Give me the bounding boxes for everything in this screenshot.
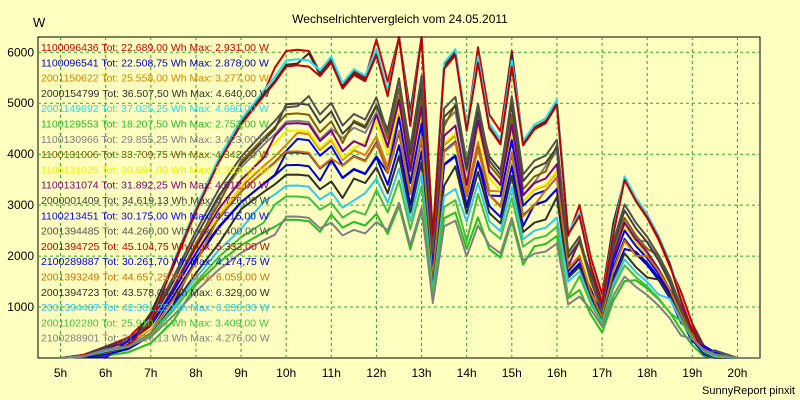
series-line: [60, 167, 760, 359]
x-tick-label: 7h: [144, 366, 157, 380]
legend: 1100096436 Tot: 22.689,00 Wh Max: 2.931,…: [41, 42, 270, 345]
x-tick-label: 11h: [322, 366, 341, 380]
series-line: [60, 75, 760, 359]
x-tick-label: 20h: [727, 366, 747, 380]
series-line: [60, 155, 760, 359]
legend-entry: 2000154799 Tot: 36.507,50 Wh Max: 4.640,…: [41, 88, 270, 100]
legend-entry: 2001394725 Tot: 45.104,75 Wh Max: 5.332,…: [41, 241, 270, 253]
series-line: [60, 201, 760, 359]
x-tick-label: 8h: [189, 366, 202, 380]
legend-entry: 1100129553 Tot: 18.207,50 Wh Max: 2.753,…: [41, 119, 269, 131]
legend-entry: 1100131074 Tot: 31.892,25 Wh Max: 4.612,…: [41, 180, 269, 192]
series-line: [60, 98, 760, 359]
series-line: [60, 36, 760, 359]
x-tick-label: 17h: [592, 366, 612, 380]
series-line: [60, 144, 760, 359]
x-tick-label: 6h: [99, 366, 112, 380]
x-tick-label: 19h: [682, 366, 702, 380]
x-tick-label: 14h: [457, 366, 477, 380]
x-tick-label: 5h: [54, 366, 67, 380]
x-tick-label: 16h: [547, 366, 567, 380]
y-tick-label: 3000: [7, 198, 34, 212]
x-tick-label: 18h: [637, 366, 657, 380]
legend-entry: 2100289887 Tot: 30.261,70 Wh Max: 4.174,…: [41, 256, 270, 268]
legend-entry: 1100213451 Tot: 30.175,00 Wh Max: 4.515,…: [41, 210, 269, 222]
legend-entry: 2001102280 Tot: 25.910,00 Wh Max: 3.409,…: [41, 317, 269, 329]
x-tick-label: 15h: [502, 366, 522, 380]
legend-entry: 2001149892 Tot: 37.025,25 Wh Max: 4.680,…: [41, 103, 269, 115]
legend-entry: 1100096436 Tot: 22.689,00 Wh Max: 2.931,…: [41, 42, 269, 54]
series-line: [60, 204, 760, 359]
chart-title: Wechselrichtervergleich vom 24.05.2011: [292, 12, 508, 26]
y-tick-label: 4000: [7, 147, 34, 161]
legend-entry: 2000001409 Tot: 34.619,13 Wh Max: 4.726,…: [41, 195, 270, 207]
y-axis-ticks: 1000 2000 3000 4000 5000 6000: [7, 45, 34, 314]
x-tick-label: 9h: [234, 366, 247, 380]
legend-entry: 1100130966 Tot: 29.855,25 Wh Max: 3.423,…: [41, 134, 269, 146]
legend-entry: 2001394723 Tot: 43.578,00 Wh Max: 6.329,…: [41, 287, 270, 299]
y-axis-unit: W: [33, 15, 46, 30]
y-tick-label: 6000: [7, 45, 34, 59]
legend-entry: 1100096541 Tot: 22.508,75 Wh Max: 2.878,…: [41, 57, 269, 69]
x-tick-label: 10h: [276, 366, 296, 380]
series-line: [60, 129, 760, 359]
legend-entry: 2001150622 Tot: 25.558,00 Wh Max: 3.277,…: [41, 73, 269, 85]
series-line: [60, 36, 760, 359]
legend-entry: 2001393249 Tot: 44.657,25 Wh Max: 6.059,…: [41, 272, 270, 284]
legend-entry: 2001394487 Tot: 42.381,25 Wh Max: 6.230,…: [41, 302, 270, 314]
x-axis-ticks: 5h 6h 7h 8h 9h 10h 11h 12h 13h 14h 15h 16h 17h 18h 19h…: [54, 366, 748, 380]
footer-credit: SunnyReport pinxit: [702, 385, 795, 397]
y-tick-label: 5000: [7, 96, 34, 110]
series-lines: [60, 36, 760, 359]
series-line: [60, 88, 760, 359]
x-tick-label: 13h: [412, 366, 432, 380]
x-tick-label: 12h: [366, 366, 386, 380]
legend-entry: 1100131025 Tot: 30.694,00 Wh Max: 3.333,…: [41, 164, 269, 176]
legend-entry: 2001394485 Tot: 44.260,00 Wh Max: 5.400,…: [41, 226, 270, 238]
series-line: [60, 77, 760, 359]
y-tick-label: 2000: [7, 249, 34, 263]
y-tick-label: 1000: [7, 300, 34, 314]
series-line: [60, 179, 760, 359]
legend-entry: 2100288901 Tot: 31.616,13 Wh Max: 4.276,…: [41, 333, 270, 345]
legend-entry: 1100131006 Tot: 33.709,75 Wh Max: 4.342,…: [41, 149, 269, 161]
